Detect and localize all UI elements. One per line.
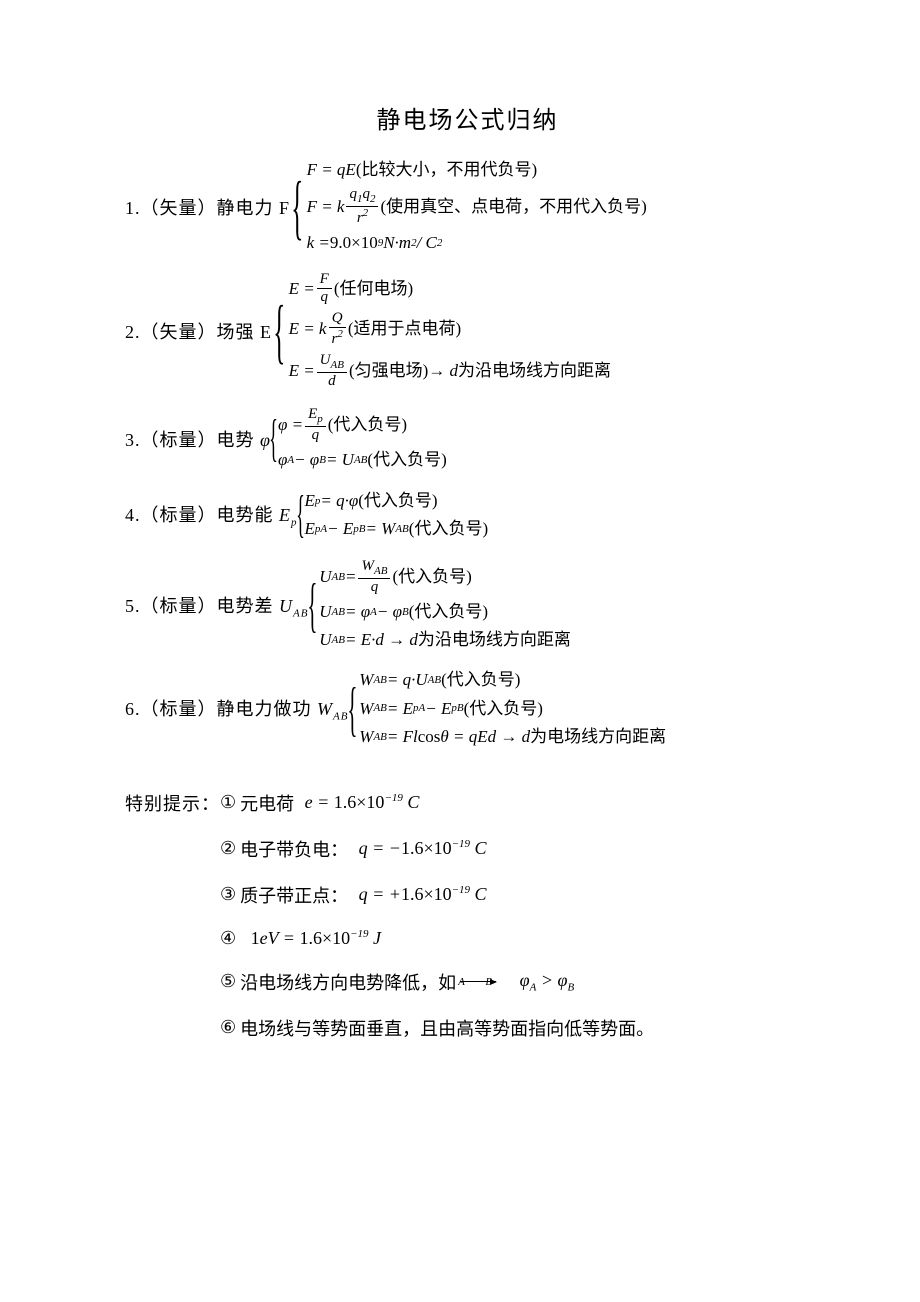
formula: UAB = φA − φB(代入负号) (319, 601, 571, 623)
circle-number-icon: ③ (220, 884, 236, 905)
circle-number-icon: ① (220, 792, 236, 813)
formula: WAB = Fl cosθ = qEd → d为电场线方向距离 (359, 726, 666, 748)
formula: UAB = WABq(代入负号) (319, 559, 571, 595)
hint-text: 电子带负电： (240, 836, 348, 862)
circle-number-icon: ④ (220, 928, 236, 949)
circle-number-icon: ② (220, 838, 236, 859)
hint-row: ⑥ 电场线与等势面垂直，且由高等势面指向低等势面。 (220, 1015, 810, 1041)
hint-body: ③ 质子带正点： q = +1.6×10−19 C (220, 882, 487, 908)
hint-body: ② 电子带负电： q = −1.6×10−19 C (220, 836, 487, 862)
hint-body: ⑤ 沿电场线方向电势降低，如 AB φA > φB (220, 969, 574, 995)
formula: φ = Epq(代入负号) (278, 407, 447, 443)
hint-body: ① 元电荷 e = 1.6×10−19 C (220, 790, 419, 816)
hint-text: 元电荷 (240, 790, 294, 816)
formula: F = kq1q2r2(使用真空、点电荷，不用代入负号) (307, 187, 647, 226)
formula: k = 9.0×109 N·m2 / C2 (307, 232, 647, 254)
hint-math: q = +1.6×10−19 C (354, 884, 486, 905)
hint-body: ⑥ 电场线与等势面垂直，且由高等势面指向低等势面。 (220, 1015, 654, 1041)
formula: φA − φB = UAB(代入负号) (278, 449, 447, 471)
formula: E = Fq(任何电场) (289, 272, 611, 305)
formula: Ep = q·φ(代入负号) (304, 490, 488, 512)
hint-text: 沿电场线方向电势降低，如 (240, 969, 456, 995)
brace-icon: { (296, 489, 305, 541)
formula-block-5: 5.（标量）电势差 UAB { UAB = WABq(代入负号) UAB = φ… (125, 559, 810, 651)
formula-block-2: 2.（矢量）场强 E { E = Fq(任何电场) E = kQr2(适用于点电… (125, 272, 810, 389)
brace-icon: { (291, 171, 303, 243)
hints-section: 特别提示： ① 元电荷 e = 1.6×10−19 C ② 电子带负电： q =… (125, 790, 810, 1041)
formula-block-1: 1.（矢量）静电力 F { F = qE(比较大小，不用代负号) F = kq1… (125, 159, 810, 254)
hint-row: 特别提示： ① 元电荷 e = 1.6×10−19 C (125, 790, 810, 816)
formula: EpA − EpB = WAB(代入负号) (304, 518, 488, 540)
item-label-3: 3.（标量）电势 φ (125, 426, 271, 452)
formula-list-1: F = qE(比较大小，不用代负号) F = kq1q2r2(使用真空、点电荷，… (307, 159, 647, 254)
item-label-2: 2.（矢量）场强 E (125, 318, 272, 344)
hint-body: ④ 1eV = 1.6×10−19 J (220, 928, 381, 949)
formula-block-3: 3.（标量）电势 φ { φ = Epq(代入负号) φA − φB = UAB… (125, 407, 810, 471)
arrow-icon: AB (460, 981, 496, 982)
formula: F = qE(比较大小，不用代负号) (307, 159, 647, 181)
formula: E = UABd(匀强电场) → d为沿电场线方向距离 (289, 353, 611, 389)
formula-list-6: WAB = q·UAB(代入负号) WAB = EpA − EpB(代入负号) … (359, 669, 666, 747)
formula-block-4: 4.（标量）电势能 Ep { Ep = q·φ(代入负号) EpA − EpB … (125, 489, 810, 541)
hint-row: ③ 质子带正点： q = +1.6×10−19 C (220, 882, 810, 908)
formula-list-3: φ = Epq(代入负号) φA − φB = UAB(代入负号) (278, 407, 447, 471)
page-title: 静电场公式归纳 (125, 100, 810, 135)
formula-list-4: Ep = q·φ(代入负号) EpA − EpB = WAB(代入负号) (304, 490, 488, 540)
hint-math: e = 1.6×10−19 C (300, 792, 419, 813)
item-label-6: 6.（标量）静电力做功 WAB (125, 695, 348, 723)
hint-math: q = −1.6×10−19 C (354, 838, 486, 859)
hints-lead: 特别提示： (125, 790, 220, 816)
hint-row: ② 电子带负电： q = −1.6×10−19 C (220, 836, 810, 862)
formula-list-5: UAB = WABq(代入负号) UAB = φA − φB(代入负号) UAB… (319, 559, 571, 651)
brace-icon: { (308, 575, 318, 635)
formula-block-6: 6.（标量）静电力做功 WAB { WAB = q·UAB(代入负号) WAB … (125, 669, 810, 747)
brace-icon: { (273, 295, 285, 367)
hint-math: 1eV = 1.6×10−19 J (246, 928, 381, 949)
formula-list-2: E = Fq(任何电场) E = kQr2(适用于点电荷) E = UABd(匀… (289, 272, 611, 389)
formula: WAB = EpA − EpB(代入负号) (359, 698, 666, 720)
formula: E = kQr2(适用于点电荷) (289, 311, 611, 347)
formula: WAB = q·UAB(代入负号) (359, 669, 666, 691)
hint-row: ⑤ 沿电场线方向电势降低，如 AB φA > φB (220, 969, 810, 995)
hint-math: φA > φB (520, 970, 575, 994)
item-label-4: 4.（标量）电势能 Ep (125, 501, 298, 529)
circle-number-icon: ⑥ (220, 1017, 236, 1038)
brace-icon: { (348, 679, 358, 739)
brace-icon: { (269, 413, 278, 465)
formula: UAB = E·d → d为沿电场线方向距离 (319, 629, 571, 651)
hint-row: ④ 1eV = 1.6×10−19 J (220, 928, 810, 949)
hint-text: 电场线与等势面垂直，且由高等势面指向低等势面。 (240, 1015, 654, 1041)
item-label-1: 1.（矢量）静电力 F (125, 194, 290, 220)
hint-text: 质子带正点： (240, 882, 348, 908)
item-label-5: 5.（标量）电势差 UAB (125, 592, 308, 620)
circle-number-icon: ⑤ (220, 971, 236, 992)
